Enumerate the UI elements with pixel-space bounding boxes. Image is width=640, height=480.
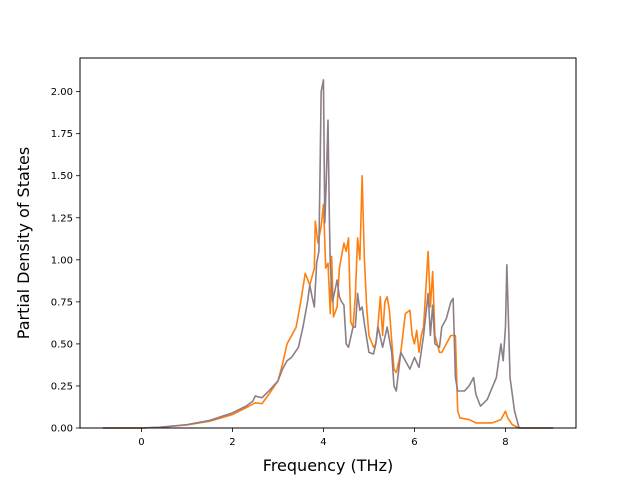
x-tick-label: 2	[229, 437, 235, 448]
plot-area	[80, 58, 576, 428]
series-line-1	[102, 79, 554, 429]
x-ticks: 0 2 4 6 8	[138, 428, 509, 448]
y-tick-label: 1.50	[51, 171, 73, 182]
y-tick-label: 1.00	[51, 255, 73, 266]
y-tick-label: 1.75	[51, 129, 73, 140]
series-line-0	[102, 174, 554, 429]
x-tick-label: 0	[138, 437, 144, 448]
y-tick-label: 0.25	[51, 381, 73, 392]
series-layer	[102, 79, 554, 429]
y-tick-label: 2.00	[51, 87, 73, 98]
x-tick-label: 4	[320, 437, 326, 448]
y-tick-label: 0.50	[51, 339, 73, 350]
y-tick-label: 0.75	[51, 297, 73, 308]
x-tick-label: 6	[411, 437, 417, 448]
x-tick-label: 8	[502, 437, 508, 448]
y-axis-label: Partial Density of States	[14, 147, 33, 339]
x-axis-label: Frequency (THz)	[263, 456, 393, 475]
y-tick-label: 0.00	[51, 424, 73, 435]
plot-frame	[79, 57, 577, 429]
y-tick-label: 1.25	[51, 213, 73, 224]
y-ticks: 0.00 0.25 0.50 0.75 1.00 1.25 1.50 1.75 2.00	[51, 87, 80, 435]
